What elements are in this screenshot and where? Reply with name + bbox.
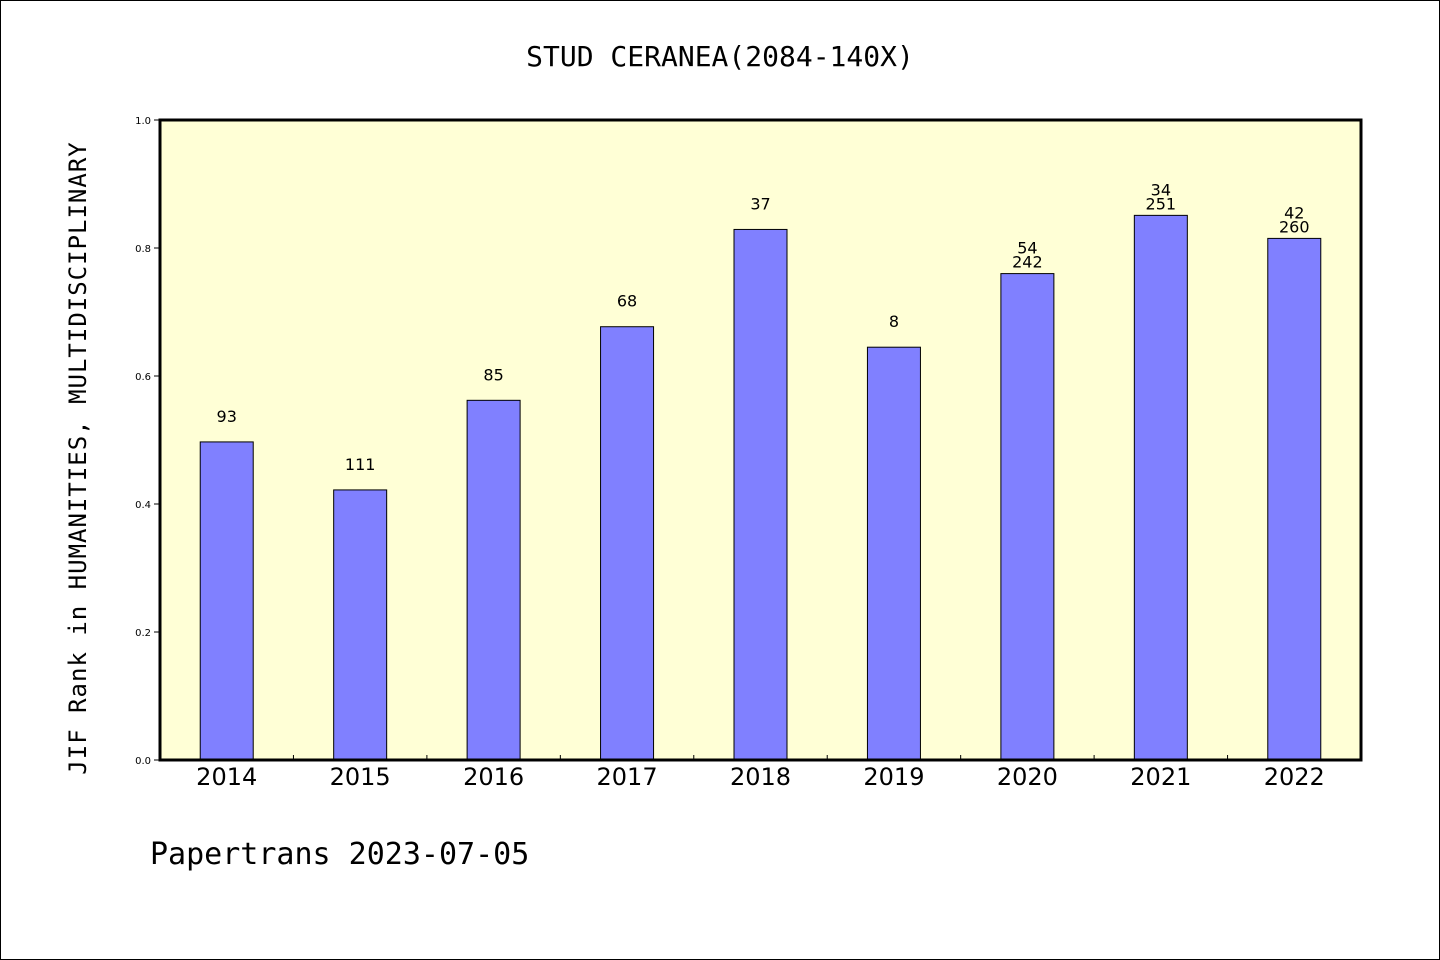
bar-label: 68 [617, 292, 637, 311]
bar-label: 8 [889, 312, 899, 331]
y-tick-label: 0.8 [135, 244, 151, 255]
x-tick-label: 2020 [997, 763, 1058, 791]
x-tick-label: 2014 [196, 763, 257, 791]
x-tick-label: 2018 [730, 763, 791, 791]
bar-2015 [333, 489, 388, 761]
bar-label: 34 [1151, 180, 1171, 199]
footer-credit: Papertrans 2023-07-05 [150, 837, 529, 872]
y-tick-label: 0.0 [135, 756, 151, 767]
y-tick-label: 0.4 [135, 500, 151, 511]
bar-2020 [1000, 273, 1055, 761]
bar-2018 [733, 228, 788, 761]
bar-2016 [466, 399, 521, 761]
bar-2022 [1267, 237, 1322, 761]
bar-label: 242 [1012, 253, 1043, 272]
bar-label: 111 [345, 455, 376, 474]
y-tick-label: 0.2 [135, 628, 151, 639]
y-tick-label: 0.6 [135, 372, 151, 383]
bar-label: 42 [1284, 203, 1304, 222]
x-tick-label: 2017 [597, 763, 658, 791]
x-tick-label: 2021 [1130, 763, 1191, 791]
x-tick-label: 2019 [863, 763, 924, 791]
bar-label: 93 [217, 407, 237, 426]
bar-2019 [866, 346, 921, 761]
bar-label: 260 [1279, 217, 1310, 236]
x-tick-label: 2022 [1264, 763, 1325, 791]
bar-label: 37 [750, 194, 770, 213]
y-axis-label: JIF Rank in HUMANITIES, MULTIDISCIPLINAR… [64, 141, 92, 774]
bar-2021 [1133, 214, 1188, 761]
ticks-layer: 0.0 0.2 0.4 0.6 0.8 1.0 2014 2015 2016 2017 2018 20… [135, 116, 1325, 791]
bar-label: 54 [1017, 239, 1037, 258]
bar-label: 251 [1146, 194, 1177, 213]
bar-2017 [600, 326, 655, 761]
chart-title: STUD CERANEA(2084-140X) [526, 40, 914, 73]
y-tick-label: 1.0 [135, 116, 151, 127]
x-tick-label: 2016 [463, 763, 524, 791]
bar-2014 [199, 441, 254, 761]
bar-label: 85 [483, 365, 503, 384]
x-tick-label: 2015 [330, 763, 391, 791]
plot-frame [158, 118, 1363, 762]
